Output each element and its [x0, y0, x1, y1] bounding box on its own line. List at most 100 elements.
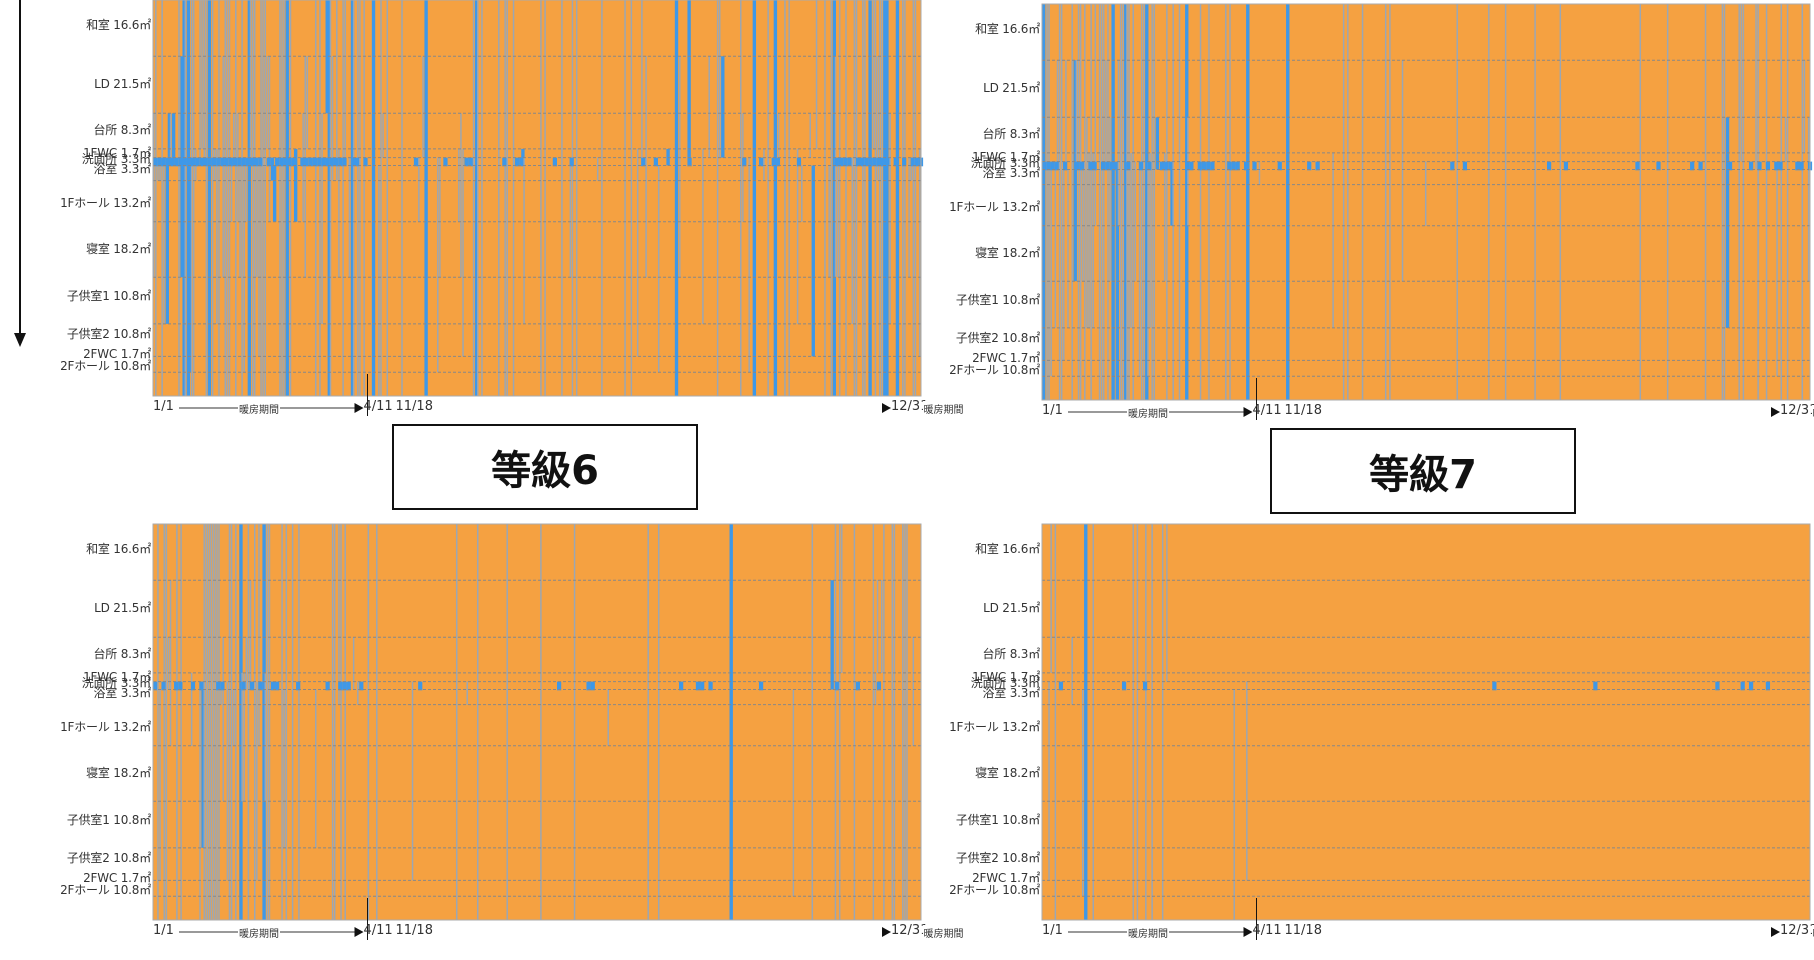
bathroom-discomfort-cell	[1185, 161, 1190, 171]
x-tick-start: 1/1	[1042, 923, 1063, 938]
discomfort-streak	[367, 524, 370, 920]
discomfort-streak	[169, 580, 172, 746]
bathroom-discomfort-cell	[758, 157, 764, 167]
bathroom-discomfort-cell	[241, 157, 246, 167]
bathroom-discomfort-cell	[317, 157, 322, 167]
discomfort-streak	[657, 524, 660, 920]
discomfort-streak	[504, 0, 506, 396]
discomfort-streak	[327, 0, 332, 396]
x-tick-end: 12/31	[1780, 403, 1814, 418]
discomfort-streak	[462, 148, 464, 357]
row-label: 台所 8.3㎡	[982, 127, 1041, 142]
discomfort-streak	[222, 56, 224, 278]
bathroom-discomfort-cell	[342, 157, 347, 167]
discomfort-streak	[1155, 117, 1159, 170]
discomfort-streak	[1170, 169, 1174, 226]
discomfort-streak	[230, 157, 233, 222]
discomfort-streak	[201, 0, 203, 149]
discomfort-streak	[199, 0, 201, 166]
bathroom-discomfort-cell	[1138, 161, 1143, 171]
discomfort-streak	[636, 148, 639, 357]
axis-arrow-first-period	[1243, 927, 1253, 937]
discomfort-streak	[752, 0, 757, 396]
discomfort-streak	[853, 524, 856, 920]
discomfort-streak	[1100, 4, 1103, 400]
bathroom-discomfort-cell	[157, 157, 162, 167]
discomfort-streak	[281, 524, 283, 920]
bathroom-discomfort-cell	[695, 681, 701, 691]
discomfort-streak	[521, 148, 525, 166]
row-label: 浴室 3.3㎡	[982, 685, 1041, 700]
bathroom-discomfort-cell	[186, 157, 191, 167]
bathroom-discomfort-cell	[1656, 161, 1661, 171]
bathroom-discomfort-cell	[270, 681, 276, 691]
discomfort-streak	[357, 0, 359, 396]
discomfort-streak	[249, 0, 252, 158]
discomfort-streak	[1755, 4, 1757, 170]
discomfort-streak	[811, 524, 814, 920]
row-label: 子供室1 10.8㎡	[66, 289, 151, 304]
row-label: 1FWC 1.7㎡	[972, 669, 1040, 684]
discomfort-streak	[266, 524, 269, 920]
discomfort-streak	[607, 689, 609, 746]
discomfort-streak	[679, 56, 681, 278]
bathroom-discomfort-cell	[174, 681, 179, 691]
row-label: 1FWC 1.7㎡	[83, 669, 151, 684]
heatmap-background	[153, 0, 921, 396]
row-label: 寝室 18.2㎡	[86, 241, 151, 256]
bathroom-discomfort-cell	[216, 157, 221, 167]
discomfort-streak	[254, 0, 256, 396]
discomfort-streak	[868, 0, 872, 396]
bathroom-discomfort-cell	[283, 157, 288, 167]
discomfort-streak	[331, 524, 334, 920]
discomfort-streak	[180, 56, 184, 278]
discomfort-streak	[291, 524, 294, 920]
bathroom-discomfort-cell	[708, 681, 713, 691]
discomfort-streak	[748, 157, 750, 373]
bathroom-discomfort-cell	[178, 157, 183, 167]
period-label-second: 暖房期間	[1811, 405, 1814, 420]
discomfort-streak	[171, 113, 176, 158]
discomfort-streak	[1757, 4, 1759, 400]
bathroom-discomfort-cell	[1231, 161, 1236, 171]
row-label: 2FWC 1.7㎡	[972, 870, 1040, 885]
heatmap-svg	[1041, 523, 1811, 940]
discomfort-streak	[523, 157, 525, 324]
discomfort-streak	[1504, 4, 1507, 400]
row-label: 1FWC 1.7㎡	[972, 149, 1040, 164]
discomfort-streak	[1187, 117, 1189, 226]
bathroom-discomfort-cell	[586, 681, 591, 691]
bathroom-discomfort-cell	[275, 157, 280, 167]
y-axis-arrow	[14, 0, 26, 354]
bathroom-discomfort-cell	[1690, 161, 1695, 171]
discomfort-streak	[876, 56, 879, 181]
heatmap-background	[1042, 524, 1810, 920]
bathroom-discomfort-cell	[275, 681, 280, 691]
bathroom-discomfort-cell	[1492, 681, 1497, 691]
discomfort-streak	[1111, 4, 1115, 400]
x-tick-start: 1/1	[153, 399, 174, 414]
bathroom-discomfort-cell	[182, 157, 187, 167]
bathroom-discomfort-cell	[1100, 161, 1106, 171]
row-label: 2FWC 1.7㎡	[972, 350, 1040, 365]
discomfort-streak	[455, 524, 458, 920]
discomfort-streak	[708, 56, 710, 158]
bathroom-discomfort-cell	[237, 157, 242, 167]
discomfort-streak	[773, 0, 778, 396]
discomfort-streak	[1092, 524, 1094, 920]
discomfort-streak	[401, 0, 403, 396]
chart-panel-bottom-left: 和室 16.6㎡ LD 21.5㎡ 台所 8.3㎡ 1FWC 1.7㎡ 洗面所 3.3㎡…	[0, 520, 965, 940]
discomfort-streak	[1332, 152, 1334, 328]
discomfort-streak	[874, 672, 877, 705]
plot-frame	[1041, 523, 1811, 921]
period-label-first: 暖房期間	[238, 401, 280, 416]
bathroom-discomfort-cell	[333, 157, 339, 167]
bathroom-discomfort-cell	[312, 157, 318, 167]
bathroom-discomfort-cell	[418, 681, 423, 691]
discomfort-streak	[165, 524, 168, 920]
grade-6-title-box: 等級6	[392, 424, 698, 510]
discomfort-streak	[895, 0, 900, 396]
discomfort-streak	[1140, 4, 1143, 400]
row-label: 浴室 3.3㎡	[982, 165, 1041, 180]
bathroom-discomfort-cell	[1748, 681, 1754, 691]
